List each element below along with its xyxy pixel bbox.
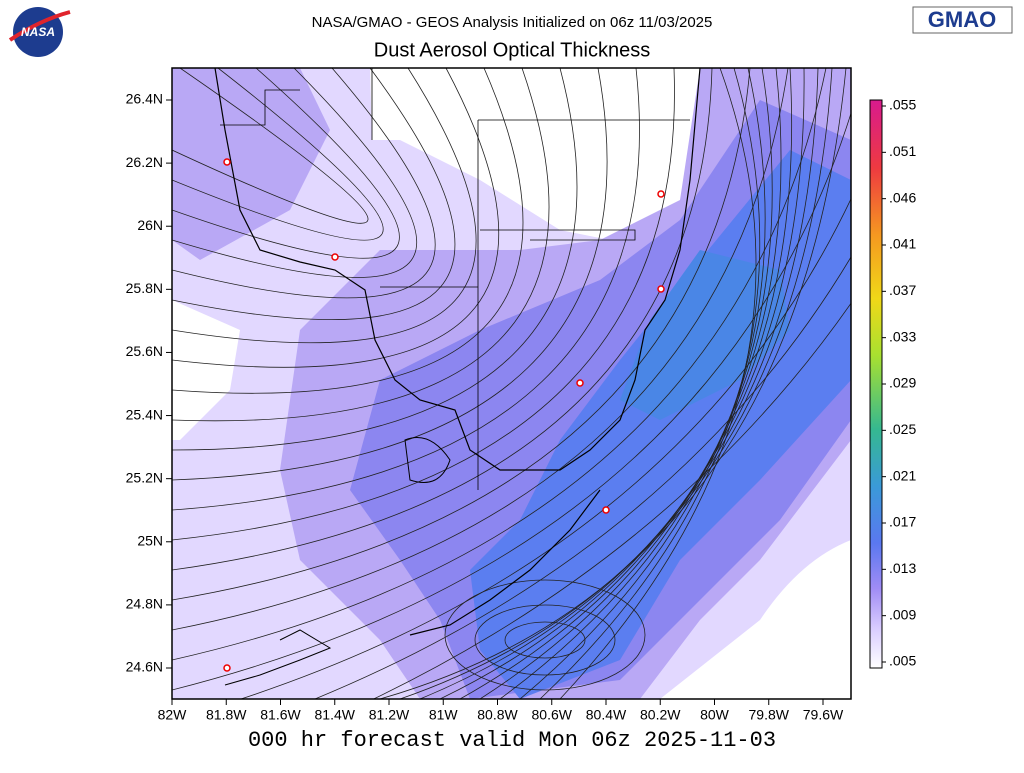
colorbar-label: .025 xyxy=(889,421,916,437)
streamline xyxy=(172,68,675,541)
streamline xyxy=(172,68,524,394)
colorbar-label: .029 xyxy=(889,375,916,391)
streamline xyxy=(172,68,418,278)
nasa-logo: NASA xyxy=(8,7,71,57)
lat-label: 24.6N xyxy=(126,659,163,675)
lat-label: 25.6N xyxy=(126,343,163,359)
lon-label: 79.6W xyxy=(803,707,844,723)
nasa-text: NASA xyxy=(21,25,55,39)
lon-label: 80.4W xyxy=(586,707,627,723)
streamline xyxy=(372,302,851,699)
lat-label: 24.8N xyxy=(126,596,163,612)
lat-label: 26.4N xyxy=(126,91,163,107)
streamline xyxy=(379,68,847,699)
lon-label: 80.8W xyxy=(477,707,518,723)
colorbar-label: .017 xyxy=(889,514,916,530)
streamline xyxy=(172,68,578,451)
streamline xyxy=(172,68,384,241)
colorbar-label: .037 xyxy=(889,282,916,298)
lon-label: 81.8W xyxy=(206,707,247,723)
colorbar-label: .051 xyxy=(889,143,916,159)
colorbar-label: .046 xyxy=(889,189,916,205)
streamline xyxy=(419,68,819,699)
streamline xyxy=(399,68,833,699)
colorbar-label: .013 xyxy=(889,560,916,576)
streamline xyxy=(172,68,550,422)
streamline xyxy=(172,68,827,661)
lon-label: 80.6W xyxy=(532,707,573,723)
lat-label: 25N xyxy=(137,532,163,548)
lon-label: 81.4W xyxy=(315,707,356,723)
streamline xyxy=(172,68,369,224)
lon-label: 82W xyxy=(158,707,188,723)
streamline xyxy=(172,68,400,259)
title-line-2: Dust Aerosol Optical Thickness xyxy=(374,39,650,61)
lon-label: 80.2W xyxy=(640,707,681,723)
streamline xyxy=(172,68,640,511)
colorbar-label: .021 xyxy=(889,467,916,483)
streamline xyxy=(172,68,608,481)
streamline xyxy=(479,68,782,699)
streamline xyxy=(172,68,436,299)
lat-label: 25.4N xyxy=(126,406,163,422)
streamline xyxy=(172,68,500,368)
colorbar-label: .033 xyxy=(889,328,916,344)
streamline xyxy=(499,68,773,699)
footer: 000 hr forecast valid Mon 06z 2025-11-03 xyxy=(248,728,776,753)
lat-label: 25.8N xyxy=(126,280,163,296)
lon-label: 80W xyxy=(700,707,730,723)
lat-label: 26.2N xyxy=(126,154,163,170)
streamline xyxy=(459,68,793,699)
colorbar-label: .009 xyxy=(889,606,916,622)
gmao-text: GMAO xyxy=(928,7,996,32)
streamline xyxy=(172,68,713,571)
colorbar-label: .055 xyxy=(889,97,916,113)
lat-label: 26N xyxy=(137,217,163,233)
lon-label: 81.2W xyxy=(369,707,410,723)
lon-label: 81.6W xyxy=(260,707,301,723)
lat-label: 25.2N xyxy=(126,469,163,485)
lon-label: 79.8W xyxy=(749,707,790,723)
colorbar-label: .005 xyxy=(889,653,916,669)
streamline xyxy=(172,68,751,601)
streamline xyxy=(239,197,851,699)
map-field xyxy=(172,68,851,699)
streamline xyxy=(172,68,789,631)
streamline xyxy=(172,68,477,344)
lon-label: 81W xyxy=(429,707,459,723)
gmao-logo: GMAO xyxy=(912,6,1013,34)
streamline xyxy=(172,111,851,691)
colorbar-label: .041 xyxy=(889,236,916,252)
streamline xyxy=(439,68,805,699)
title-line-1: NASA/GMAO - GEOS Analysis Initialized on… xyxy=(312,14,713,31)
colorbar xyxy=(869,99,883,669)
streamline xyxy=(313,256,851,699)
map-frame xyxy=(171,67,852,700)
